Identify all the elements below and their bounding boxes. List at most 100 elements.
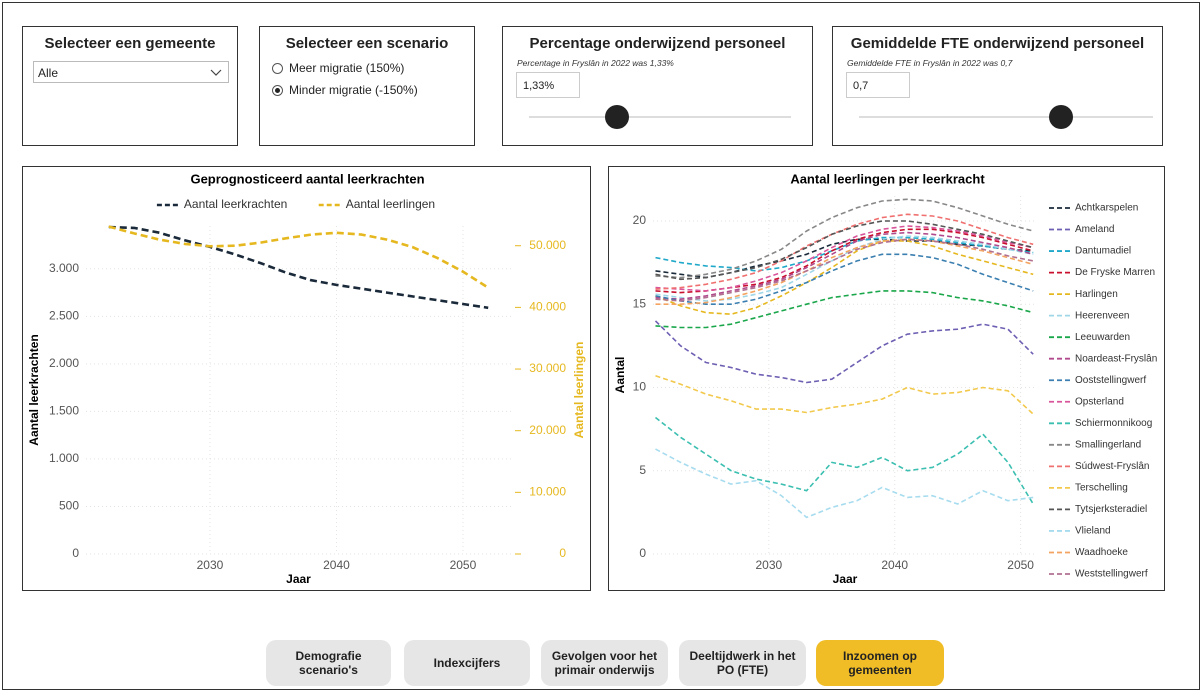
slider-track xyxy=(859,116,1153,118)
radio-dot xyxy=(272,62,283,74)
y-tick-label: 500 xyxy=(59,499,79,513)
scenario-card: Selecteer een scenario Meer migratie (15… xyxy=(259,26,475,146)
chart-panel: Aantal leerlingen per leerkracht 2030 2040… xyxy=(608,166,1165,591)
series-line xyxy=(655,253,1034,305)
legend-label: De Fryske Marren xyxy=(1075,267,1155,278)
series-line xyxy=(108,225,489,310)
x-axis-title: Jaar xyxy=(286,572,311,586)
legend-label: Dantumadiel xyxy=(1075,246,1131,257)
y-tick-label: 0 xyxy=(72,546,79,560)
series-line xyxy=(655,238,1034,302)
nav-button[interactable]: Gevolgen voor het primair onderwijs xyxy=(541,640,668,686)
series-line xyxy=(654,320,1034,384)
legend-label: Ameland xyxy=(1075,224,1114,235)
y2-tick-label: 0 xyxy=(559,546,566,560)
slider-input[interactable]: 1,33% xyxy=(516,72,580,98)
series-line xyxy=(655,240,1034,315)
chart-title: Aantal leerlingen per leerkracht xyxy=(790,171,985,186)
card-title: Selecteer een gemeente xyxy=(44,35,216,52)
y2-tick-label: 20.000 xyxy=(529,423,566,437)
series-line xyxy=(108,225,489,289)
slider-knob[interactable] xyxy=(1049,105,1073,129)
series-line xyxy=(655,238,1034,279)
y2-tick-label: 40.000 xyxy=(529,300,566,314)
radio-label: Meer migratie (150%) xyxy=(289,61,405,75)
line-chart: Geprognosticeerd aantal leerkrachten 2030… xyxy=(27,171,586,586)
legend-label: Schiermonnikoog xyxy=(1075,418,1152,429)
nav-button[interactable]: Demografie scenario's xyxy=(266,640,391,686)
legend-label: Aantal leerlingen xyxy=(346,197,435,211)
legend-label: Ooststellingwerf xyxy=(1075,375,1146,386)
nav-button[interactable]: Deeltijdwerk in het PO (FTE) xyxy=(679,640,806,686)
y-tick-label: 3.000 xyxy=(49,261,79,275)
legend-label: Vlieland xyxy=(1075,526,1111,537)
y-tick-label: 5 xyxy=(639,463,646,477)
legend-label: Leeuwarden xyxy=(1075,332,1130,343)
dropdown-value: Alle xyxy=(38,66,59,80)
x-tick-label: 2040 xyxy=(881,558,908,572)
series-line xyxy=(655,290,1034,329)
y2-tick-label: 10.000 xyxy=(529,485,566,499)
y-tick-label: 15 xyxy=(633,296,647,310)
series-line xyxy=(655,236,1034,272)
legend-label: Harlingen xyxy=(1075,289,1118,300)
y-axis-title: Aantal leerkrachten xyxy=(27,334,41,445)
legend-label: Waadhoeke xyxy=(1075,547,1128,558)
card-title: Gemiddelde FTE onderwijzend personeel xyxy=(850,35,1145,52)
y-tick-label: 2.000 xyxy=(49,356,79,370)
series-line xyxy=(655,448,1034,519)
chart-title: Geprognosticeerd aantal leerkrachten xyxy=(190,171,424,186)
legend-label: Tytsjerksteradiel xyxy=(1075,504,1147,515)
y-tick-label: 20 xyxy=(633,213,647,227)
x-tick-label: 2050 xyxy=(450,558,477,572)
series-line xyxy=(655,235,1034,302)
x-tick-label: 2030 xyxy=(197,558,224,572)
y-tick-label: 10 xyxy=(633,380,647,394)
legend-label: Aantal leerkrachten xyxy=(184,197,287,211)
y2-tick-label: 50.000 xyxy=(529,238,566,252)
gemeente-card: Selecteer een gemeente Alle xyxy=(22,26,238,146)
legend-label: Súdwest-Fryslân xyxy=(1075,461,1149,472)
y2-axis-title: Aantal leerlingen xyxy=(572,342,586,439)
y-tick-label: 2.500 xyxy=(49,308,79,322)
legend-label: Terschelling xyxy=(1075,483,1128,494)
card-title: Selecteer een scenario xyxy=(285,35,449,52)
x-axis-title: Jaar xyxy=(833,572,858,586)
series-line xyxy=(655,416,1034,505)
legend-label: Opsterland xyxy=(1075,396,1124,407)
slider-input[interactable]: 0,7 xyxy=(846,72,910,98)
nav-button[interactable]: Inzoomen op gemeenten xyxy=(816,640,944,686)
slider-knob[interactable] xyxy=(605,105,629,129)
chart-panel: Geprognosticeerd aantal leerkrachten 2030… xyxy=(22,166,591,591)
x-tick-label: 2030 xyxy=(755,558,782,572)
slider-subtitle: Gemiddelde FTE in Fryslân in 2022 was 0,… xyxy=(847,58,1013,68)
radio-option[interactable]: Minder migratie (-150%) xyxy=(272,83,418,97)
legend-label: Heerenveen xyxy=(1075,310,1129,321)
series-line xyxy=(655,198,1034,279)
series-line xyxy=(655,225,1034,292)
y-tick-label: 1.000 xyxy=(49,451,79,465)
y-axis-title: Aantal xyxy=(613,357,627,394)
chevron xyxy=(210,69,222,76)
x-tick-label: 2050 xyxy=(1007,558,1034,572)
gemeente-dropdown[interactable]: Alle xyxy=(33,61,229,83)
series-line xyxy=(655,375,1034,415)
y2-tick-label: 30.000 xyxy=(529,361,566,375)
y-tick-label: 0 xyxy=(639,546,646,560)
card-title: Percentage onderwijzend personeel xyxy=(529,35,786,52)
slider-track xyxy=(529,116,791,118)
x-tick-label: 2040 xyxy=(323,558,350,572)
radio-dot xyxy=(272,84,283,96)
legend-label: Weststellingwerf xyxy=(1075,569,1148,580)
line-chart: Aantal leerlingen per leerkracht 2030 2040… xyxy=(613,171,1157,586)
series-line xyxy=(655,213,1034,290)
legend-label: Noardeast-Fryslân xyxy=(1075,353,1157,364)
radio-option[interactable]: Meer migratie (150%) xyxy=(272,61,404,75)
slider-card: Gemiddelde FTE onderwijzend personeel Ge… xyxy=(832,26,1163,146)
radio-label: Minder migratie (-150%) xyxy=(289,83,418,97)
slider-subtitle: Percentage in Fryslân in 2022 was 1,33% xyxy=(517,58,674,68)
nav-button[interactable]: Indexcijfers xyxy=(404,640,530,686)
slider-card: Percentage onderwijzend personeel Percen… xyxy=(502,26,813,146)
legend-label: Achtkarspelen xyxy=(1075,203,1138,214)
